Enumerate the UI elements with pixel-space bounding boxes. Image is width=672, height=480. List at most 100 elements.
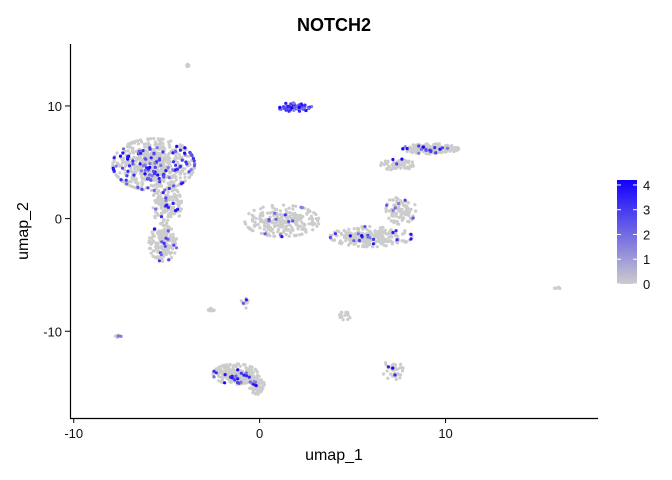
scatter-point: [396, 197, 400, 201]
scatter-point: [121, 151, 125, 155]
scatter-point: [387, 235, 391, 239]
scatter-point: [222, 363, 226, 367]
scatter-point: [143, 145, 147, 149]
scatter-point: [157, 158, 162, 162]
scatter-point: [360, 239, 364, 243]
scatter-point: [133, 180, 138, 184]
scatter-point: [378, 226, 382, 230]
scatter-point: [175, 144, 179, 148]
scatter-point: [289, 231, 293, 235]
scatter-point: [114, 173, 118, 177]
scatter-point: [371, 242, 375, 246]
chart-title: NOTCH2: [297, 15, 371, 35]
scatter-point: [282, 203, 286, 207]
scatter-point: [229, 371, 233, 375]
scatter-point: [159, 163, 163, 167]
scatter-point: [150, 230, 154, 234]
scatter-point: [166, 215, 170, 219]
scatter-point: [156, 198, 160, 202]
scatter-point: [294, 216, 299, 220]
scatter-point: [171, 151, 175, 155]
scatter-point: [112, 168, 116, 172]
scatter-point: [171, 180, 175, 184]
scatter-point: [192, 159, 196, 163]
scatter-point: [297, 213, 301, 218]
scatter-point: [403, 166, 407, 170]
scatter-point: [219, 375, 223, 379]
scatter-point: [338, 313, 342, 317]
scatter-point: [156, 170, 160, 174]
scatter-point: [387, 164, 391, 168]
scatter-point: [229, 380, 234, 384]
x-axis-label: umap_1: [305, 447, 363, 464]
scatter-point: [173, 188, 177, 192]
scatter-point: [244, 298, 248, 302]
scatter-point: [125, 174, 129, 178]
scatter-point: [394, 214, 398, 218]
scatter-point: [375, 233, 379, 238]
scatter-point: [241, 301, 245, 305]
scatter-point: [167, 176, 171, 180]
scatter-point: [402, 210, 406, 214]
scatter-point: [427, 152, 431, 156]
scatter-point: [162, 208, 166, 212]
scatter-point: [126, 149, 130, 153]
scatter-point: [192, 164, 197, 168]
scatter-point: [169, 227, 173, 231]
scatter-point: [352, 239, 356, 243]
scatter-point: [385, 167, 389, 171]
scatter-point: [384, 237, 388, 241]
scatter-point: [143, 168, 147, 172]
scatter-point: [261, 220, 265, 224]
colorbar-legend: 4 3 2 1 0: [617, 178, 650, 292]
scatter-point: [298, 216, 302, 220]
scatter-point: [270, 221, 274, 225]
scatter-point: [389, 219, 393, 223]
scatter-point: [360, 234, 364, 238]
scatter-point: [152, 249, 156, 253]
scatter-point: [167, 143, 171, 147]
scatter-point: [147, 239, 151, 243]
scatter-point: [247, 375, 251, 379]
scatter-point: [411, 162, 415, 166]
scatter-point: [375, 245, 379, 249]
scatter-point: [169, 256, 174, 260]
scatter-point: [136, 185, 140, 189]
scatter-point: [392, 221, 396, 225]
scatter-point: [417, 144, 421, 148]
scatter-point: [411, 216, 415, 220]
scatter-point: [148, 165, 152, 169]
scatter-point: [209, 306, 213, 310]
scatter-point: [281, 222, 285, 227]
scatter-point: [140, 187, 144, 191]
scatter-point: [399, 162, 404, 166]
scatter-point: [129, 180, 133, 184]
scatter-point: [161, 178, 165, 182]
scatter-point: [243, 363, 247, 367]
scatter-point: [266, 211, 270, 215]
scatter-point: [400, 239, 404, 243]
scatter-point: [403, 198, 407, 202]
scatter-point: [154, 201, 158, 205]
scatter-point: [227, 367, 231, 371]
scatter-point: [426, 143, 430, 147]
scatter-point: [176, 202, 180, 206]
scatter-point: [154, 207, 158, 211]
scatter-point: [390, 166, 394, 170]
scatter-point: [254, 223, 258, 227]
scatter-point: [262, 224, 266, 228]
scatter-point: [413, 146, 417, 150]
y-tick-label: -10: [43, 324, 62, 339]
scatter-point: [244, 306, 248, 310]
scatter-point: [310, 217, 315, 221]
scatter-point: [391, 209, 395, 213]
scatter-point: [132, 170, 136, 174]
scatter-point: [340, 315, 344, 319]
scatter-point: [219, 367, 223, 371]
scatter-point: [373, 231, 377, 235]
scatter-point: [299, 220, 304, 224]
scatter-point: [391, 198, 395, 202]
scatter-point: [223, 373, 227, 377]
scatter-point: [173, 175, 177, 179]
scatter-point: [148, 173, 152, 177]
